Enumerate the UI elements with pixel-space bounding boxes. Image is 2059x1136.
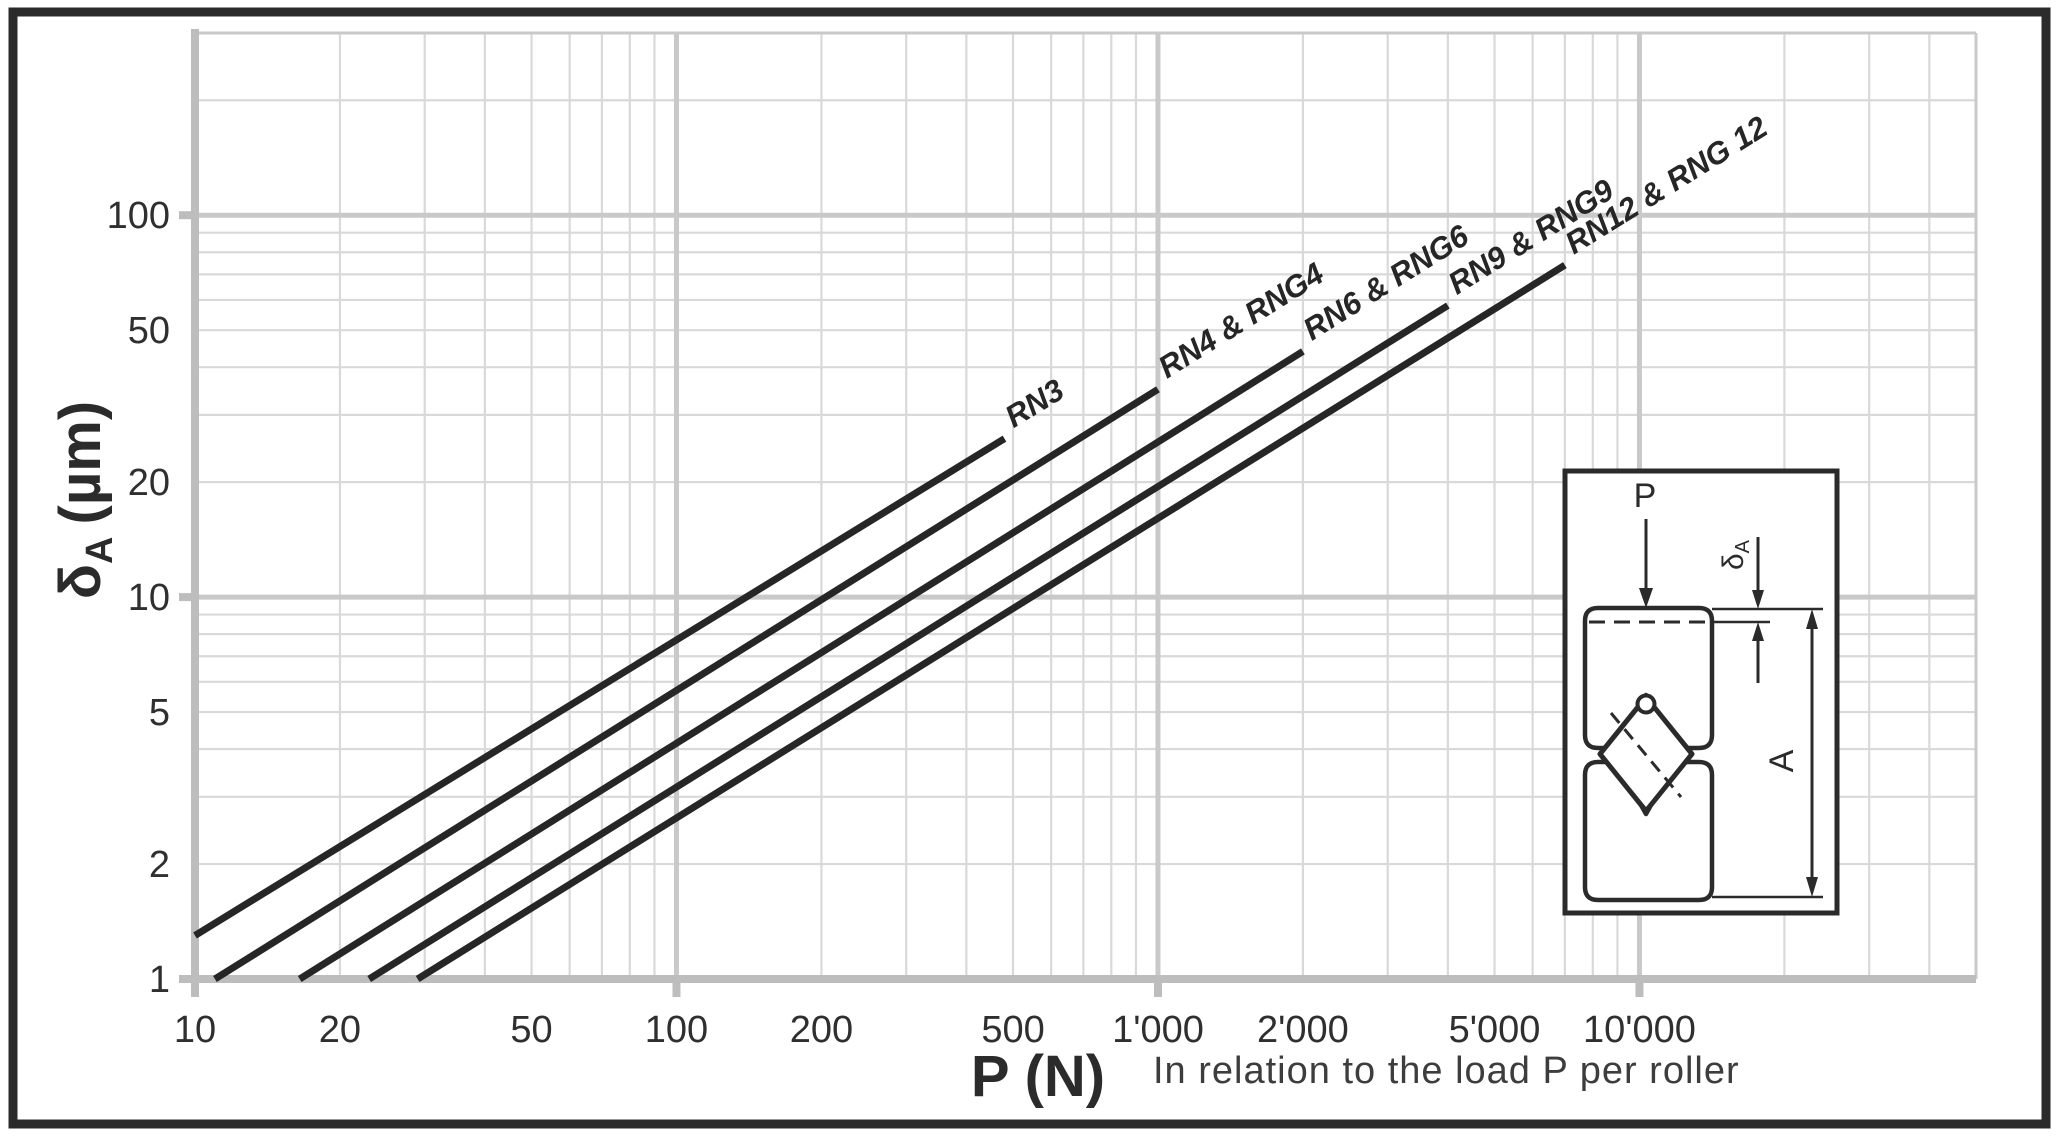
x-tick-label: 2'000 bbox=[1257, 1009, 1349, 1051]
y-axis-title-unit: (µm) bbox=[48, 401, 113, 525]
series-line-RN12-RNG-12 bbox=[415, 262, 1567, 982]
x-tick-label: 20 bbox=[319, 1009, 361, 1051]
inset-deflection-subscript: A bbox=[1732, 539, 1754, 553]
series-line-RN6-RNG6 bbox=[297, 348, 1305, 982]
y-tick-label: 1 bbox=[149, 959, 170, 1001]
x-tick-label: 50 bbox=[510, 1009, 552, 1051]
y-tick-label: 10 bbox=[128, 577, 170, 619]
y-tick-label: 5 bbox=[149, 692, 170, 734]
y-tick-label: 20 bbox=[128, 462, 170, 504]
inset-height-arrow-up bbox=[1806, 609, 1818, 629]
series-line-RN9-RNG9 bbox=[367, 302, 1450, 982]
y-axis-title: δA (µm) bbox=[48, 401, 121, 599]
series-line-RN4-RNG4 bbox=[213, 386, 1160, 982]
inset-deflection-arrow-down bbox=[1752, 590, 1764, 609]
y-tick-label: 2 bbox=[149, 844, 170, 886]
inset-roller-corner-circle bbox=[1635, 693, 1657, 715]
series-line-RN3 bbox=[193, 435, 1007, 939]
tick-label-layer: 10 20 50 100 200 500 1'000 2'000 5'000 10'000 1 2 5 1… bbox=[107, 195, 1696, 1051]
x-tick-label: 100 bbox=[645, 1009, 708, 1051]
y-axis-title-subscript: A bbox=[79, 536, 121, 563]
x-tick-label: 10'000 bbox=[1583, 1009, 1696, 1051]
roller-inset-diagram: P δA A bbox=[1562, 468, 1840, 916]
x-tick-label: 200 bbox=[790, 1009, 853, 1051]
x-axis-title: P (N) bbox=[971, 1044, 1105, 1109]
series-label-RN3: RN3 bbox=[999, 372, 1070, 434]
x-tick-label: 10 bbox=[174, 1009, 216, 1051]
inset-height-label: A bbox=[1763, 749, 1801, 772]
y-tick-label: 50 bbox=[128, 310, 170, 352]
y-axis-title-symbol: δ bbox=[48, 564, 113, 599]
x-tick-label: 5'000 bbox=[1449, 1009, 1541, 1051]
inset-deflection-symbol: δ bbox=[1717, 553, 1750, 570]
inset-deflection-label: δA bbox=[1717, 539, 1754, 570]
inset-roller-axis-dashed bbox=[1609, 712, 1683, 798]
inset-load-label: P bbox=[1634, 477, 1657, 515]
outer-frame bbox=[8, 7, 2051, 1129]
inset-height-arrow-down bbox=[1806, 877, 1818, 897]
inset-load-arrowhead bbox=[1639, 588, 1653, 608]
x-axis-note: In relation to the load P per roller bbox=[1153, 1050, 1740, 1092]
y-tick-label: 100 bbox=[107, 195, 170, 237]
x-tick-label: 500 bbox=[981, 1009, 1044, 1051]
inset-deflection-arrow-up bbox=[1752, 622, 1764, 641]
x-tick-label: 1'000 bbox=[1112, 1009, 1204, 1051]
